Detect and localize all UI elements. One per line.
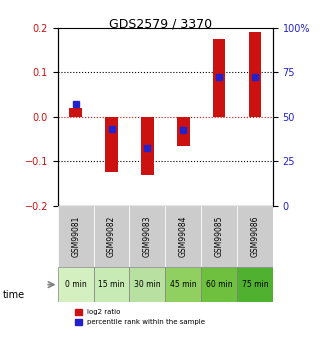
Text: GSM99082: GSM99082: [107, 216, 116, 257]
FancyBboxPatch shape: [201, 206, 237, 267]
FancyBboxPatch shape: [165, 206, 201, 267]
FancyBboxPatch shape: [237, 206, 273, 267]
Legend: log2 ratio, percentile rank within the sample: log2 ratio, percentile rank within the s…: [72, 306, 208, 328]
Text: 0 min: 0 min: [65, 280, 87, 289]
Text: GSM99084: GSM99084: [179, 216, 188, 257]
FancyBboxPatch shape: [237, 267, 273, 303]
Text: GSM99083: GSM99083: [143, 216, 152, 257]
Bar: [105, 117, 118, 172]
Text: GSM99086: GSM99086: [250, 216, 259, 257]
FancyBboxPatch shape: [129, 267, 165, 303]
Text: 75 min: 75 min: [242, 280, 268, 289]
Text: GSM99081: GSM99081: [71, 216, 80, 257]
FancyBboxPatch shape: [165, 267, 201, 303]
FancyBboxPatch shape: [201, 267, 237, 303]
Bar: [69, 108, 82, 117]
FancyBboxPatch shape: [58, 267, 94, 303]
Bar: [141, 117, 154, 175]
Text: 60 min: 60 min: [206, 280, 232, 289]
FancyBboxPatch shape: [58, 206, 94, 267]
Text: 30 min: 30 min: [134, 280, 161, 289]
Text: 15 min: 15 min: [98, 280, 125, 289]
Bar: [213, 39, 225, 117]
Bar: [249, 32, 261, 117]
Text: time: time: [3, 290, 25, 300]
Text: 45 min: 45 min: [170, 280, 196, 289]
FancyBboxPatch shape: [94, 267, 129, 303]
Text: GDS2579 / 3370: GDS2579 / 3370: [109, 17, 212, 30]
FancyBboxPatch shape: [94, 206, 129, 267]
Bar: [177, 117, 189, 146]
FancyBboxPatch shape: [129, 206, 165, 267]
Text: GSM99085: GSM99085: [214, 216, 224, 257]
